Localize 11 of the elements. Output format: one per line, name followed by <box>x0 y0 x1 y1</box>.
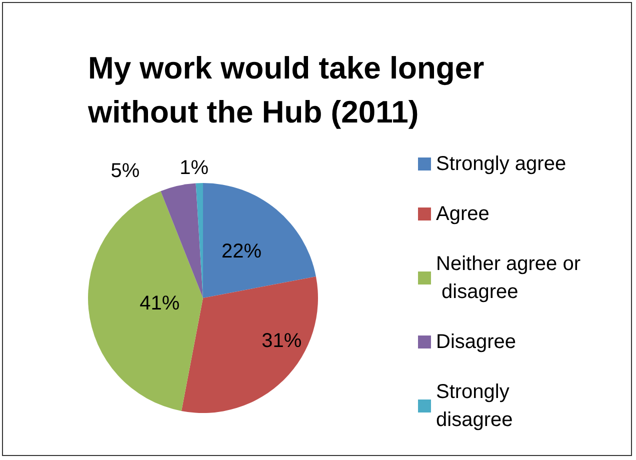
legend-label: Strongly agree <box>436 153 566 175</box>
data-label: 1% <box>180 157 209 180</box>
legend-label: Strongly disagree <box>436 381 515 431</box>
legend-label: Agree <box>436 203 490 225</box>
legend-label: Neither agree or disagree <box>436 253 581 303</box>
data-label: 5% <box>110 160 140 182</box>
legend-label: Disagree <box>436 331 516 353</box>
chart-title: My work would take longer without the Hub (2011) <box>87 50 493 130</box>
data-label: 41% <box>140 292 180 315</box>
data-label: 22% <box>222 240 262 262</box>
data-label: 31% <box>262 330 302 352</box>
